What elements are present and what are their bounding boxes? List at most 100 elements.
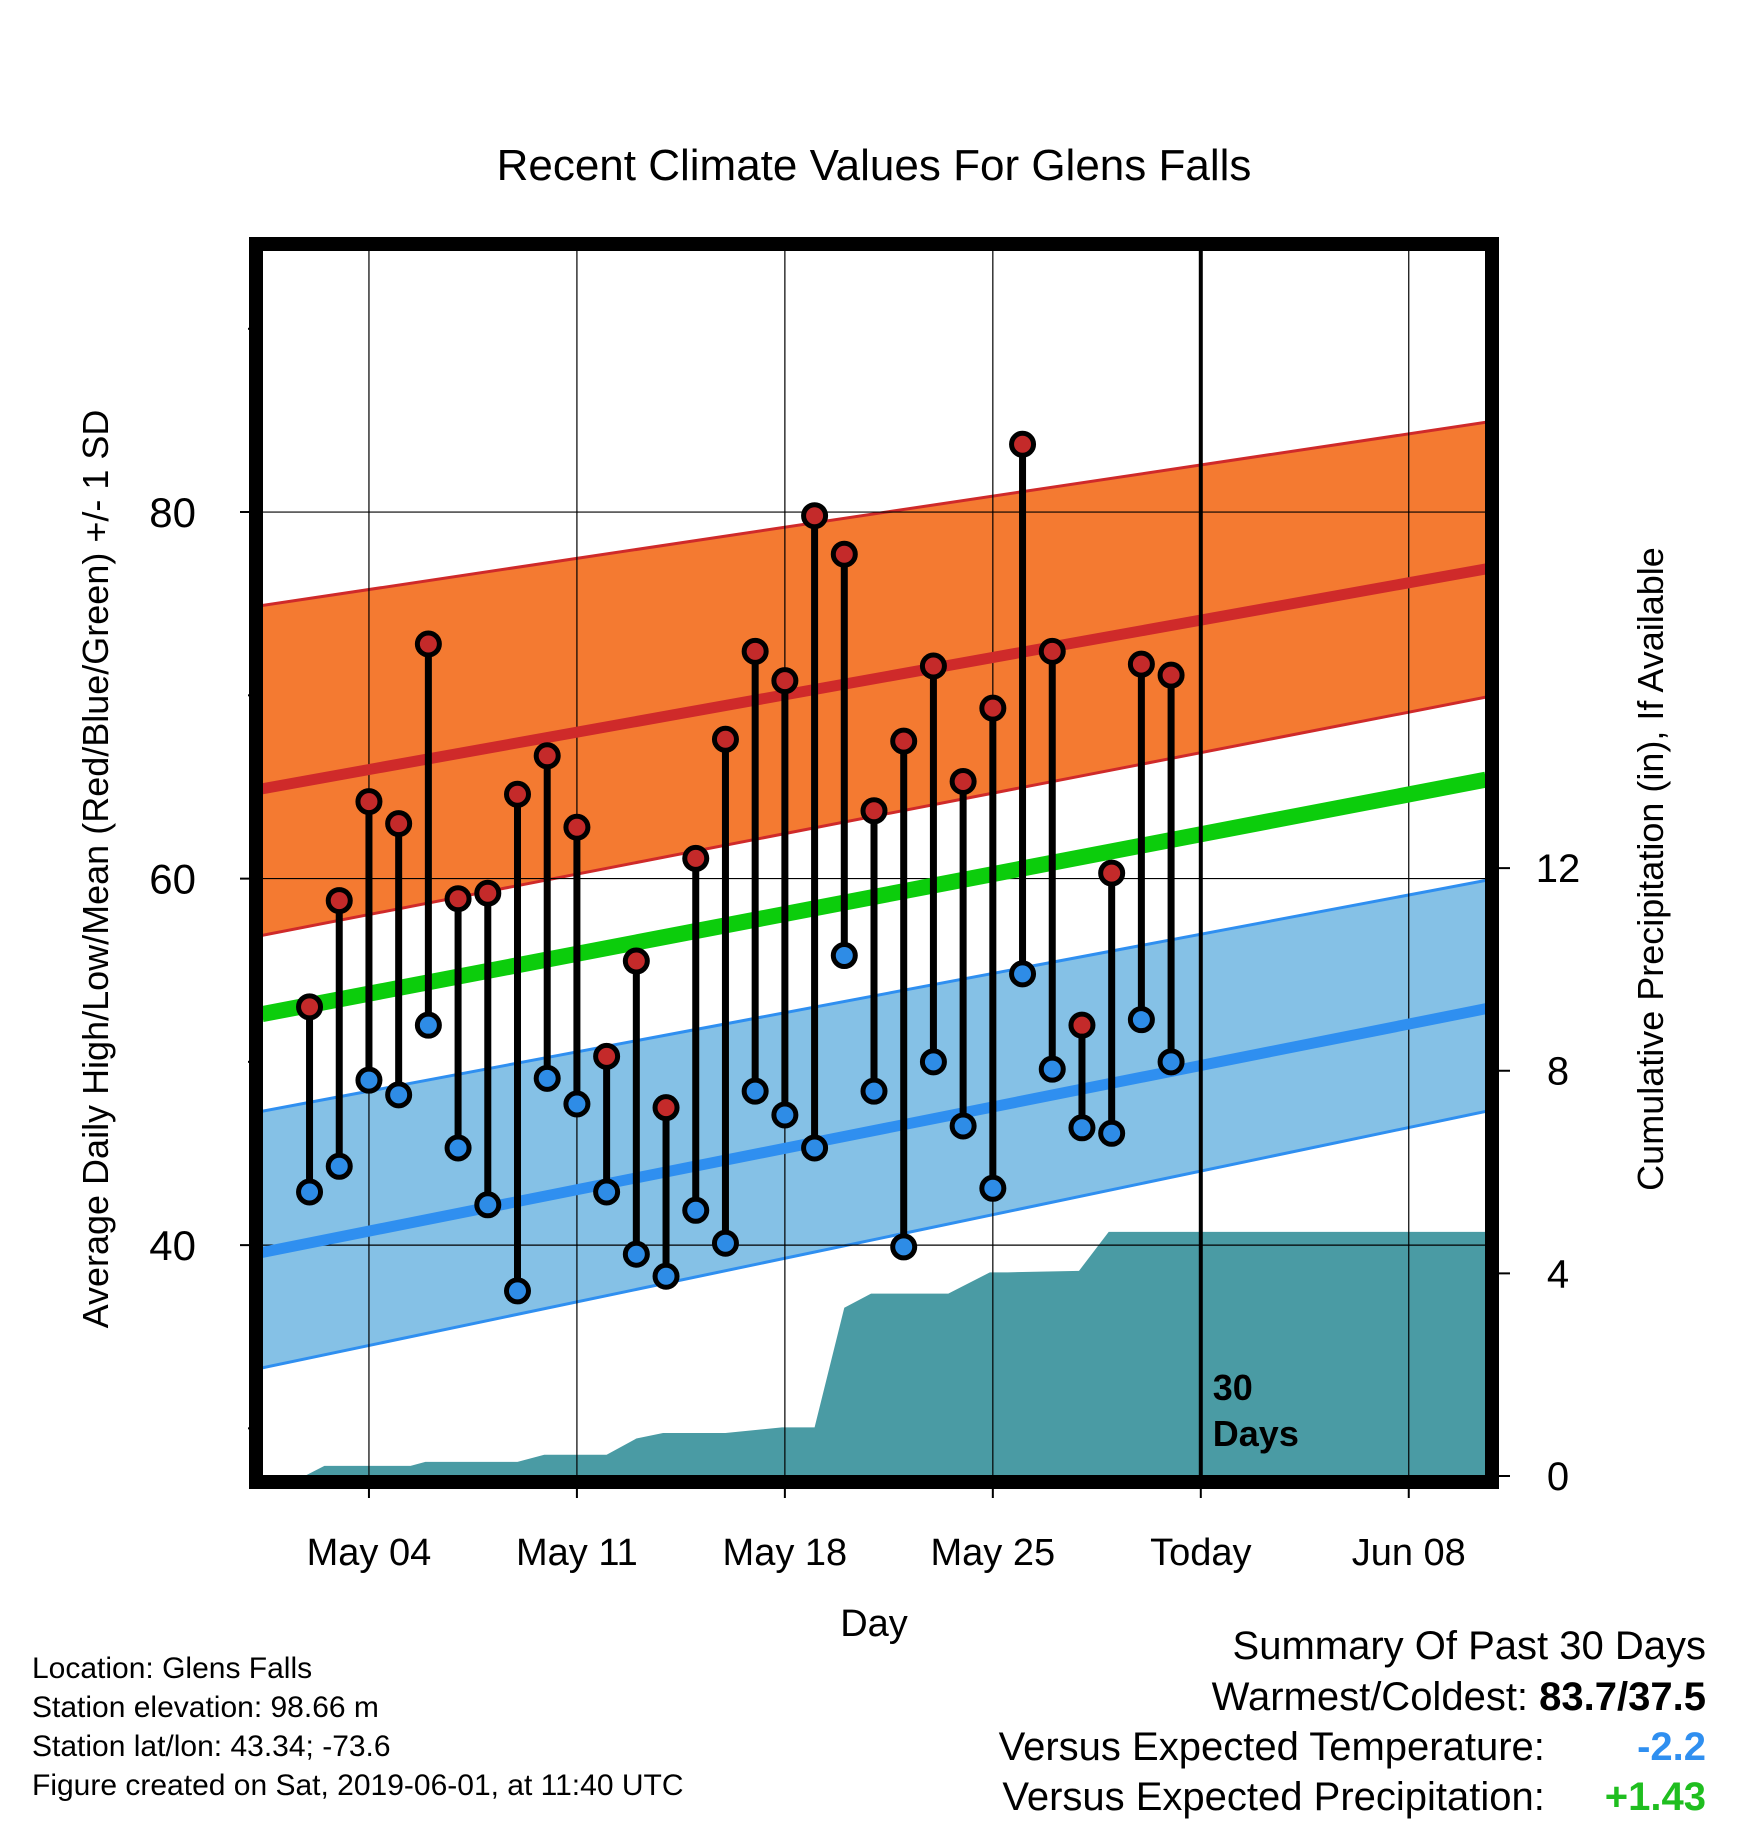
summary-precip-label: Versus Expected Precipitation: bbox=[1002, 1775, 1545, 1819]
daily-high-point bbox=[355, 788, 383, 816]
x-tick-label: May 04 bbox=[307, 1532, 432, 1574]
y2-tick-label: 12 bbox=[1536, 847, 1581, 891]
summary-temp: Versus Expected Temperature: -2.2 bbox=[999, 1723, 1706, 1771]
x-tick-label: Jun 08 bbox=[1352, 1532, 1466, 1574]
daily-high-point bbox=[979, 694, 1007, 722]
daily-low-point bbox=[979, 1174, 1007, 1202]
daily-low-point bbox=[1068, 1114, 1096, 1142]
daily-high-point bbox=[919, 652, 947, 680]
low-normal-mean-line bbox=[262, 1003, 1486, 1258]
x-tick-label: May 25 bbox=[931, 1532, 1056, 1574]
summary-temp-label: Versus Expected Temperature: bbox=[998, 1725, 1545, 1769]
summary-temp-value: -2.2 bbox=[1637, 1725, 1706, 1769]
y2-axis-label: Cumulative Precipitation (in), If Availa… bbox=[1630, 547, 1671, 1191]
daily-low-point bbox=[890, 1233, 918, 1261]
daily-low-point bbox=[741, 1077, 769, 1105]
daily-low-point bbox=[1098, 1119, 1126, 1147]
info-latlon: Station lat/lon: 43.34; -73.6 bbox=[32, 1730, 391, 1763]
daily-high-point bbox=[1157, 661, 1185, 689]
daily-low-point bbox=[622, 1240, 650, 1268]
daily-high-point bbox=[325, 887, 353, 915]
daily-low-point bbox=[414, 1011, 442, 1039]
daily-low-point bbox=[385, 1081, 413, 1109]
x-tick-label: May 18 bbox=[723, 1532, 848, 1574]
daily-low-point bbox=[1009, 960, 1037, 988]
daily-high-point bbox=[1068, 1011, 1096, 1039]
daily-low-point bbox=[325, 1152, 353, 1180]
summary-title: Summary Of Past 30 Days bbox=[1232, 1624, 1706, 1668]
daily-low-point bbox=[355, 1066, 383, 1094]
daily-high-point bbox=[741, 637, 769, 665]
chart-title: Recent Climate Values For Glens Falls bbox=[497, 141, 1252, 190]
info-location: Location: Glens Falls bbox=[32, 1652, 313, 1685]
daily-high-point bbox=[385, 810, 413, 838]
y-tick-label: 60 bbox=[149, 856, 196, 903]
daily-high-point bbox=[296, 993, 324, 1021]
summary-precip-value: +1.43 bbox=[1604, 1775, 1706, 1819]
plot-frame bbox=[249, 237, 1499, 1489]
daily-high-point bbox=[474, 879, 502, 907]
info-created: Figure created on Sat, 2019-06-01, at 11… bbox=[32, 1769, 684, 1802]
daily-high-point bbox=[622, 947, 650, 975]
low-band-lower-edge bbox=[262, 1109, 1486, 1370]
daily-high-point bbox=[533, 742, 561, 770]
daily-low-point bbox=[296, 1178, 324, 1206]
x-tick-label: May 11 bbox=[516, 1532, 638, 1574]
summary-warm-cold-value: 83.7/37.5 bbox=[1539, 1675, 1706, 1719]
daily-high-point bbox=[801, 502, 829, 530]
summary-warm-cold-label: Warmest/Coldest: bbox=[1211, 1675, 1529, 1719]
daily-high-point bbox=[563, 813, 591, 841]
today-annotation-line2: Days bbox=[1213, 1413, 1299, 1454]
daily-low-point bbox=[830, 942, 858, 970]
daily-low-point bbox=[503, 1277, 531, 1305]
daily-low-point bbox=[682, 1196, 710, 1224]
precipitation-area bbox=[262, 1231, 1486, 1476]
high-normal-mean-line bbox=[262, 563, 1486, 795]
summary-precip: Versus Expected Precipitation: +1.43 bbox=[1002, 1773, 1706, 1821]
daily-low-point bbox=[474, 1191, 502, 1219]
daily-high-point bbox=[1098, 859, 1126, 887]
daily-low-point bbox=[563, 1090, 591, 1118]
y2-tick-label: 0 bbox=[1547, 1455, 1569, 1499]
daily-low-point bbox=[593, 1178, 621, 1206]
daily-low-point bbox=[860, 1077, 888, 1105]
daily-low-point bbox=[444, 1134, 472, 1162]
daily-high-point bbox=[1009, 430, 1037, 458]
y-axis-label: Average Daily High/Low/Mean (Red/Blue/Gr… bbox=[75, 410, 116, 1329]
plot-area: 30 Days bbox=[262, 250, 1486, 1476]
daily-low-point bbox=[771, 1101, 799, 1129]
daily-low-point bbox=[711, 1229, 739, 1257]
high-band-upper-edge bbox=[262, 420, 1486, 608]
daily-low-point bbox=[1127, 1006, 1155, 1034]
daily-high-point bbox=[949, 767, 977, 795]
y-tick-label: 40 bbox=[149, 1222, 196, 1269]
daily-high-point bbox=[682, 844, 710, 872]
daily-low-point bbox=[919, 1048, 947, 1076]
daily-high-point bbox=[1127, 650, 1155, 678]
y2-tick-label: 8 bbox=[1547, 1050, 1569, 1094]
x-axis-label: Day bbox=[840, 1603, 908, 1645]
info-elevation: Station elevation: 98.66 m bbox=[32, 1691, 379, 1724]
daily-low-point bbox=[1038, 1055, 1066, 1083]
daily-high-point bbox=[830, 540, 858, 568]
daily-low-point bbox=[801, 1134, 829, 1162]
y-tick-label: 80 bbox=[149, 489, 196, 536]
daily-low-point bbox=[1157, 1048, 1185, 1076]
daily-high-point bbox=[414, 630, 442, 658]
daily-low-point bbox=[533, 1064, 561, 1092]
daily-high-point bbox=[593, 1042, 621, 1070]
daily-high-point bbox=[711, 725, 739, 753]
daily-high-point bbox=[652, 1094, 680, 1122]
daily-high-point bbox=[1038, 637, 1066, 665]
today-annotation-line1: 30 bbox=[1213, 1367, 1253, 1408]
daily-high-point bbox=[444, 885, 472, 913]
daily-low-point bbox=[949, 1112, 977, 1140]
daily-high-point bbox=[890, 727, 918, 755]
daily-high-point bbox=[771, 667, 799, 695]
daily-low-point bbox=[652, 1262, 680, 1290]
daily-high-point bbox=[860, 797, 888, 825]
summary-warm-cold: Warmest/Coldest: 83.7/37.5 bbox=[1212, 1673, 1706, 1721]
daily-high-point bbox=[503, 780, 531, 808]
x-tick-label: Today bbox=[1150, 1532, 1251, 1574]
